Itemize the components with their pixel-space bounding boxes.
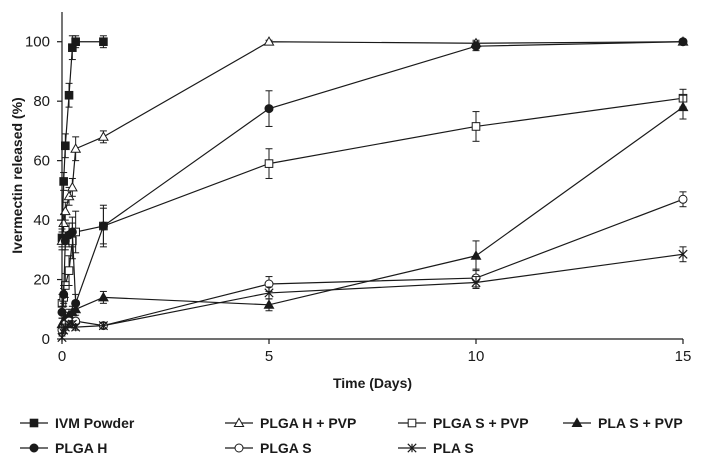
plot-area [56,35,689,343]
series-plga-s [57,191,688,335]
data-point [264,288,274,298]
legend-label: PLGA H + PVP [260,415,356,431]
data-point [61,141,70,151]
legend-item: PLA S + PVP [563,415,683,431]
axes [61,12,683,340]
y-axis-title: Ivermectin released (%) [9,97,25,253]
legend-marker [407,418,417,428]
series-plga-s-pvp [57,88,688,313]
data-point [58,217,70,228]
series-line [61,41,684,313]
series-plga-h-pvp [56,36,689,251]
legend-item: PLGA S + PVP [398,415,529,431]
data-point [99,37,108,47]
legend-label: PLGA S + PVP [433,415,529,431]
legend-label: PLA S + PVP [598,415,683,431]
legend-item: PLGA S [225,440,312,456]
data-point [63,190,75,201]
data-point [678,249,688,259]
data-point [98,221,108,231]
data-point [67,227,77,237]
x-axis-title: Time (Days) [333,375,412,391]
data-point [64,90,74,100]
data-point [263,299,275,309]
y-tick-label: 40 [33,212,50,229]
legend-marker [233,417,245,427]
series-line [61,41,684,241]
series-line [61,97,684,304]
legend-marker [29,443,39,453]
legend-label: PLGA S [260,440,312,456]
data-point [66,181,78,192]
x-tick-label: 10 [468,348,485,365]
series-pla-s-pvp [56,94,689,331]
x-tick-label: 0 [58,348,66,365]
y-tick-label: 20 [33,272,50,289]
legend-item: IVM Powder [20,415,135,431]
legend-label: PLGA H [55,440,107,456]
data-point [470,250,482,260]
data-point [678,37,688,47]
axis-ticks: 0 20 40 60 80 100 0 5 10 15 [25,34,691,365]
x-tick-label: 5 [265,348,273,365]
legend-marker [407,443,417,453]
data-point [97,131,109,141]
data-point [677,101,689,112]
data-point [471,122,481,131]
data-point [59,205,71,216]
data-point [471,41,481,51]
data-point [71,37,80,47]
series-line [61,253,684,338]
data-point [64,266,74,275]
data-point [98,320,109,331]
data-point [97,291,109,302]
data-point [264,159,274,168]
data-point [264,104,274,114]
legend-marker [234,443,244,453]
legend-label: PLA S [433,440,474,456]
series-line [61,198,684,331]
data-point [70,143,82,153]
legend-item: PLGA H [20,440,107,456]
legend: IVM Powder PLGA H + PVP PLGA S + PVP PLA S … [20,415,683,456]
x-tick-label: 15 [675,348,692,365]
data-point [59,177,68,186]
legend-item: PLA S [398,440,474,456]
y-tick-label: 80 [33,93,50,110]
series-line [61,106,684,325]
data-point [59,289,69,299]
data-point [471,277,481,288]
series-pla-s [57,246,688,343]
data-point [71,322,81,332]
data-point [71,298,81,308]
data-point [263,36,275,46]
series-plga-h [57,37,688,319]
legend-label: IVM Powder [55,415,135,431]
y-tick-label: 100 [25,34,50,51]
data-point [678,194,688,204]
y-tick-label: 60 [33,153,50,170]
legend-item: PLGA H + PVP [225,415,356,431]
legend-marker [571,417,583,427]
y-tick-label: 0 [42,331,50,348]
legend-marker [29,418,39,428]
